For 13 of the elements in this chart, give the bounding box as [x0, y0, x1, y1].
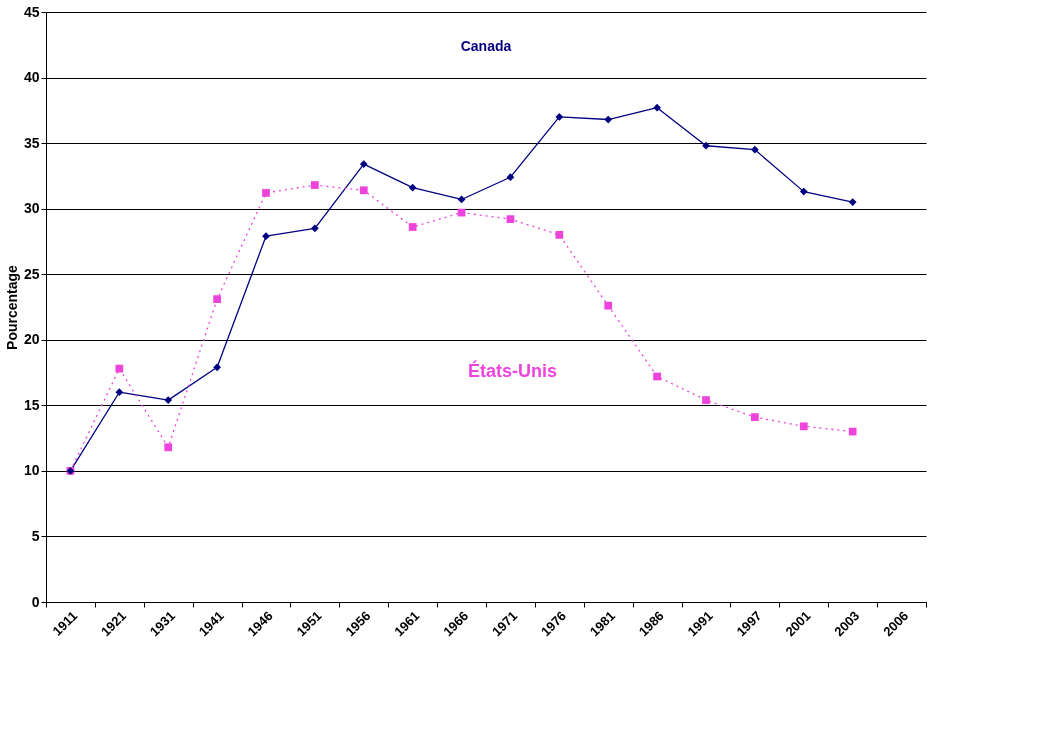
y-tick-label: 10 [23, 462, 40, 479]
y-tick-label: 0 [31, 593, 40, 610]
y-tick-label: 20 [23, 331, 40, 348]
y-tick-label: 45 [23, 3, 40, 20]
y-tick-label: 40 [23, 69, 40, 86]
y-tick-label: 35 [23, 134, 40, 151]
y-axis-title: Pourcentage [3, 264, 20, 350]
y-tick-label: 15 [23, 396, 40, 413]
text: États-Unis [467, 359, 557, 381]
y-tick-label: 30 [23, 200, 40, 217]
y-tick-label: 5 [31, 527, 40, 544]
text: Canada [460, 38, 512, 55]
y-tick-label: 25 [23, 265, 40, 282]
